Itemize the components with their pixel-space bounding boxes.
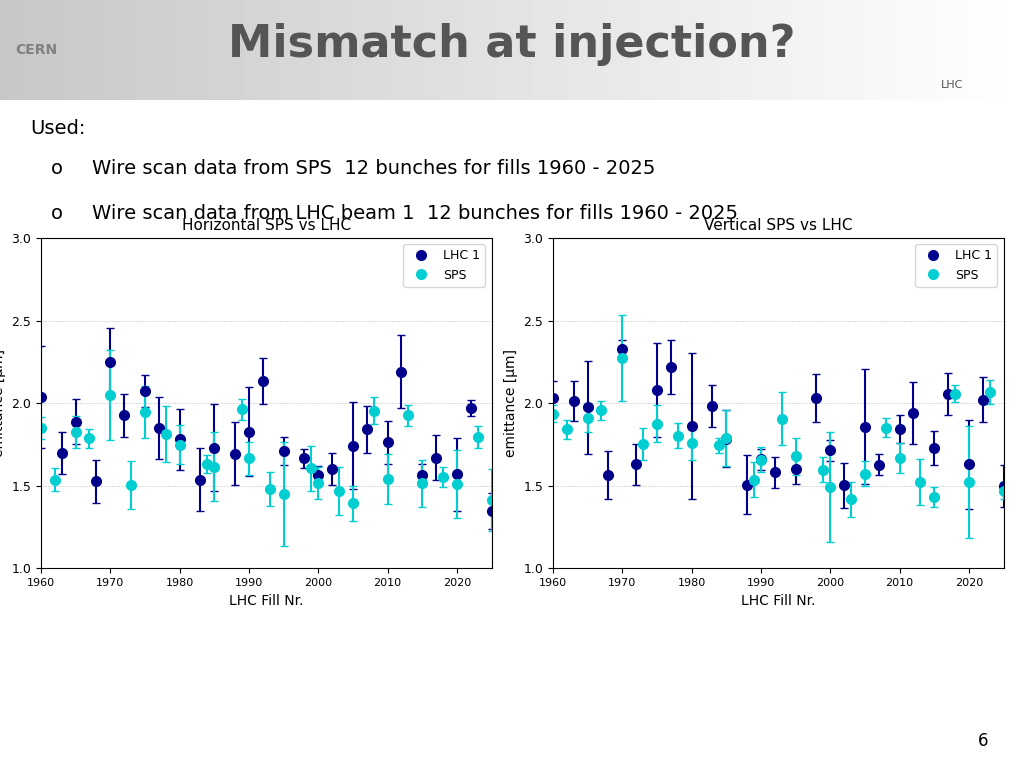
Text: Emittances conserved within measurement accuracy: Emittances conserved within measurement …: [143, 631, 881, 659]
Legend: LHC 1, SPS: LHC 1, SPS: [403, 244, 485, 286]
Text: Wire scan data from LHC beam 1  12 bunches for fills 1960 - 2025: Wire scan data from LHC beam 1 12 bunche…: [92, 204, 738, 223]
X-axis label: LHC Fill Nr.: LHC Fill Nr.: [741, 594, 815, 607]
Text: 6: 6: [978, 732, 988, 750]
Text: CERN: CERN: [14, 43, 57, 57]
Legend: LHC 1, SPS: LHC 1, SPS: [915, 244, 997, 286]
Title: Horizontal SPS vs LHC: Horizontal SPS vs LHC: [181, 218, 351, 233]
X-axis label: LHC Fill Nr.: LHC Fill Nr.: [229, 594, 303, 607]
Y-axis label: emittance [μm]: emittance [μm]: [504, 349, 518, 457]
Title: Vertical SPS vs LHC: Vertical SPS vs LHC: [703, 218, 853, 233]
Text: Mismatch at injection?: Mismatch at injection?: [228, 24, 796, 66]
Text: Wire scan data from SPS  12 bunches for fills 1960 - 2025: Wire scan data from SPS 12 bunches for f…: [92, 159, 655, 177]
Text: Used:: Used:: [31, 120, 86, 138]
Text: LHC: LHC: [941, 80, 964, 90]
Text: o: o: [51, 204, 63, 223]
Text: o: o: [51, 159, 63, 177]
Y-axis label: emittance [μm]: emittance [μm]: [0, 349, 6, 457]
